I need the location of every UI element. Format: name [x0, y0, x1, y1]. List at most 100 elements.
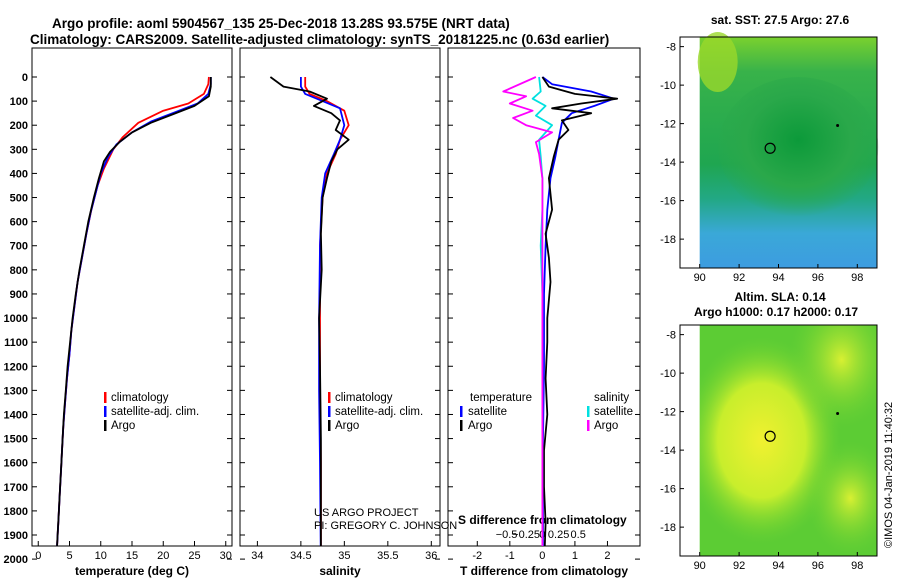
difference-line-t-satellite: [541, 76, 615, 546]
map_sla-ytick-label: -14: [660, 445, 676, 457]
map_sst-xtick-label: 94: [772, 272, 784, 284]
difference-panel: -2 -1 0 1 2 T difference from climatology −0.5…: [447, 47, 641, 578]
legend-temperature-label: satellite: [468, 406, 507, 418]
depth-tick-label: 0: [22, 72, 28, 84]
salinity-line-climatology: [304, 77, 350, 546]
depth-tick-label: 800: [10, 265, 28, 277]
map_sst-ytick-label: -14: [660, 157, 676, 169]
temperature-xtick-label: 10: [95, 550, 107, 562]
difference-xtick-label: 1: [572, 550, 578, 562]
depth-tick-label: 1200: [4, 361, 28, 373]
temperature-legend-swatch: [104, 406, 107, 417]
depth-tick-label: 200: [10, 120, 28, 132]
credit-imos: ©IMOS 04-Jan-2019 11:40:32: [883, 402, 895, 548]
temperature-line-satellite-adj-clim-: [56, 77, 212, 546]
map_sst-xtick-label: 90: [694, 272, 706, 284]
difference-series: [502, 76, 619, 546]
temperature-legend-label: climatology: [111, 392, 169, 404]
depth-tick-label: 500: [10, 193, 28, 205]
temperature-xtick-label: 25: [188, 550, 200, 562]
map_sst-dot-marker: [836, 124, 840, 128]
temperature-line-argo: [56, 77, 212, 546]
map_sla-xtick-label: 96: [812, 560, 824, 572]
map_sst-xtick-label: 96: [812, 272, 824, 284]
header-line1: Argo profile: aoml 5904567_135 25-Dec-20…: [52, 16, 510, 31]
map_sst-title: sat. SST: 27.5 Argo: 27.6: [711, 13, 850, 27]
map_sst-xtick-label: 98: [851, 272, 863, 284]
map_sst-ytick-label: -16: [660, 196, 676, 208]
map_sla-xtick-label: 90: [694, 560, 706, 572]
depth-tick-label: 300: [10, 144, 28, 156]
credit-project: US ARGO PROJECT: [314, 507, 419, 519]
legend-temperature-swatch: [460, 420, 463, 431]
map_sla-profile-marker: [764, 430, 776, 442]
map_sst-ytick-label: -8: [666, 42, 676, 54]
salinity-xtick-label: 35: [338, 550, 350, 562]
depth-tick-label: 1600: [4, 458, 28, 470]
legend-temperature-swatch: [460, 406, 463, 417]
depth-tick-label: 1500: [4, 434, 28, 446]
temperature-line-climatology: [56, 76, 210, 546]
map_sla-title: Altim. SLA: 0.14: [734, 290, 826, 304]
map_sla-ytick-label: -10: [660, 368, 676, 380]
depth-tick-label: 1100: [4, 337, 28, 349]
depth-tick-label: 1300: [4, 385, 28, 397]
salinity-xlabel: salinity: [319, 564, 361, 578]
depth-tick-label: 1400: [4, 409, 28, 421]
temperature-frame: [31, 47, 233, 547]
difference-s-tick-label: −0.25: [512, 529, 540, 541]
difference-s-tick-label: 0.25: [548, 529, 569, 541]
depth-tick-label: 1000: [4, 313, 28, 325]
salinity-series: [269, 76, 350, 546]
map_sst-profile-marker: [764, 142, 776, 154]
salinity-line-argo: [269, 76, 350, 546]
depth-tick-label: 1900: [4, 530, 28, 542]
sst-warm-core: [718, 77, 879, 217]
salinity-legend-label: climatology: [335, 392, 393, 404]
salinity-legend-label: Argo: [335, 420, 359, 432]
map_sst-ytick-label: -12: [660, 119, 676, 131]
temperature-legend-label: Argo: [111, 420, 135, 432]
difference-s-tick-label: 0.5: [571, 529, 586, 541]
legend-salinity-swatch: [587, 406, 590, 417]
temperature-legend-label: satellite-adj. clim.: [111, 406, 199, 418]
map_sla-xtick-label: 94: [772, 560, 784, 572]
map_sla-ytick-label: -18: [660, 522, 676, 534]
temperature-panel: 0100200300400500600700800900100011001200…: [4, 47, 233, 578]
header-line2: Climatology: CARS2009. Satellite-adjuste…: [30, 32, 609, 47]
salinity-legend-swatch: [328, 406, 331, 417]
legend-salinity-heading: salinity: [594, 392, 629, 404]
depth-tick-label: 600: [10, 217, 28, 229]
depth-tick-label: 900: [10, 289, 28, 301]
difference-s-tick-label: −0.5: [496, 529, 518, 541]
depth-tick-label: 100: [10, 96, 28, 108]
temperature-xlabel: temperature (deg C): [75, 564, 189, 578]
sst-patch: [697, 32, 738, 92]
temperature-xtick-label: 15: [126, 550, 138, 562]
temperature-xtick-label: 20: [157, 550, 169, 562]
credit-pi: PI: GREGORY C. JOHNSON: [314, 520, 457, 532]
map_sst-ytick-label: -10: [660, 80, 676, 92]
difference-xtick-label: 2: [604, 550, 610, 562]
legend-salinity-swatch: [587, 420, 590, 431]
salinity-xtick-label: 34.5: [290, 550, 311, 562]
temperature-xtick-label: 5: [66, 550, 72, 562]
map_sla-ytick-label: -12: [660, 407, 676, 419]
legend-temperature-heading: temperature: [470, 392, 532, 404]
sst-map: sat. SST: 27.5 Argo: 27.6 90 92 94 96 98 -8 -10…: [660, 13, 879, 284]
map_sla-ytick-label: -16: [660, 484, 676, 496]
depth-tick-label: 1700: [4, 482, 28, 494]
salinity-xtick-label: 36: [425, 550, 437, 562]
map_sla-ytick-label: -8: [666, 330, 676, 342]
salinity-xtick-label: 35.5: [377, 550, 398, 562]
salinity-line-satellite-adj-clim-: [299, 77, 346, 546]
legend-temperature-label: Argo: [468, 420, 492, 432]
temperature-xtick-label: 0: [35, 550, 41, 562]
temperature-xtick-label: 30: [220, 550, 232, 562]
salinity-legend-swatch: [328, 420, 331, 431]
temperature-series: [56, 76, 212, 546]
temperature-legend-swatch: [104, 420, 107, 431]
salinity-legend-swatch: [328, 392, 331, 403]
